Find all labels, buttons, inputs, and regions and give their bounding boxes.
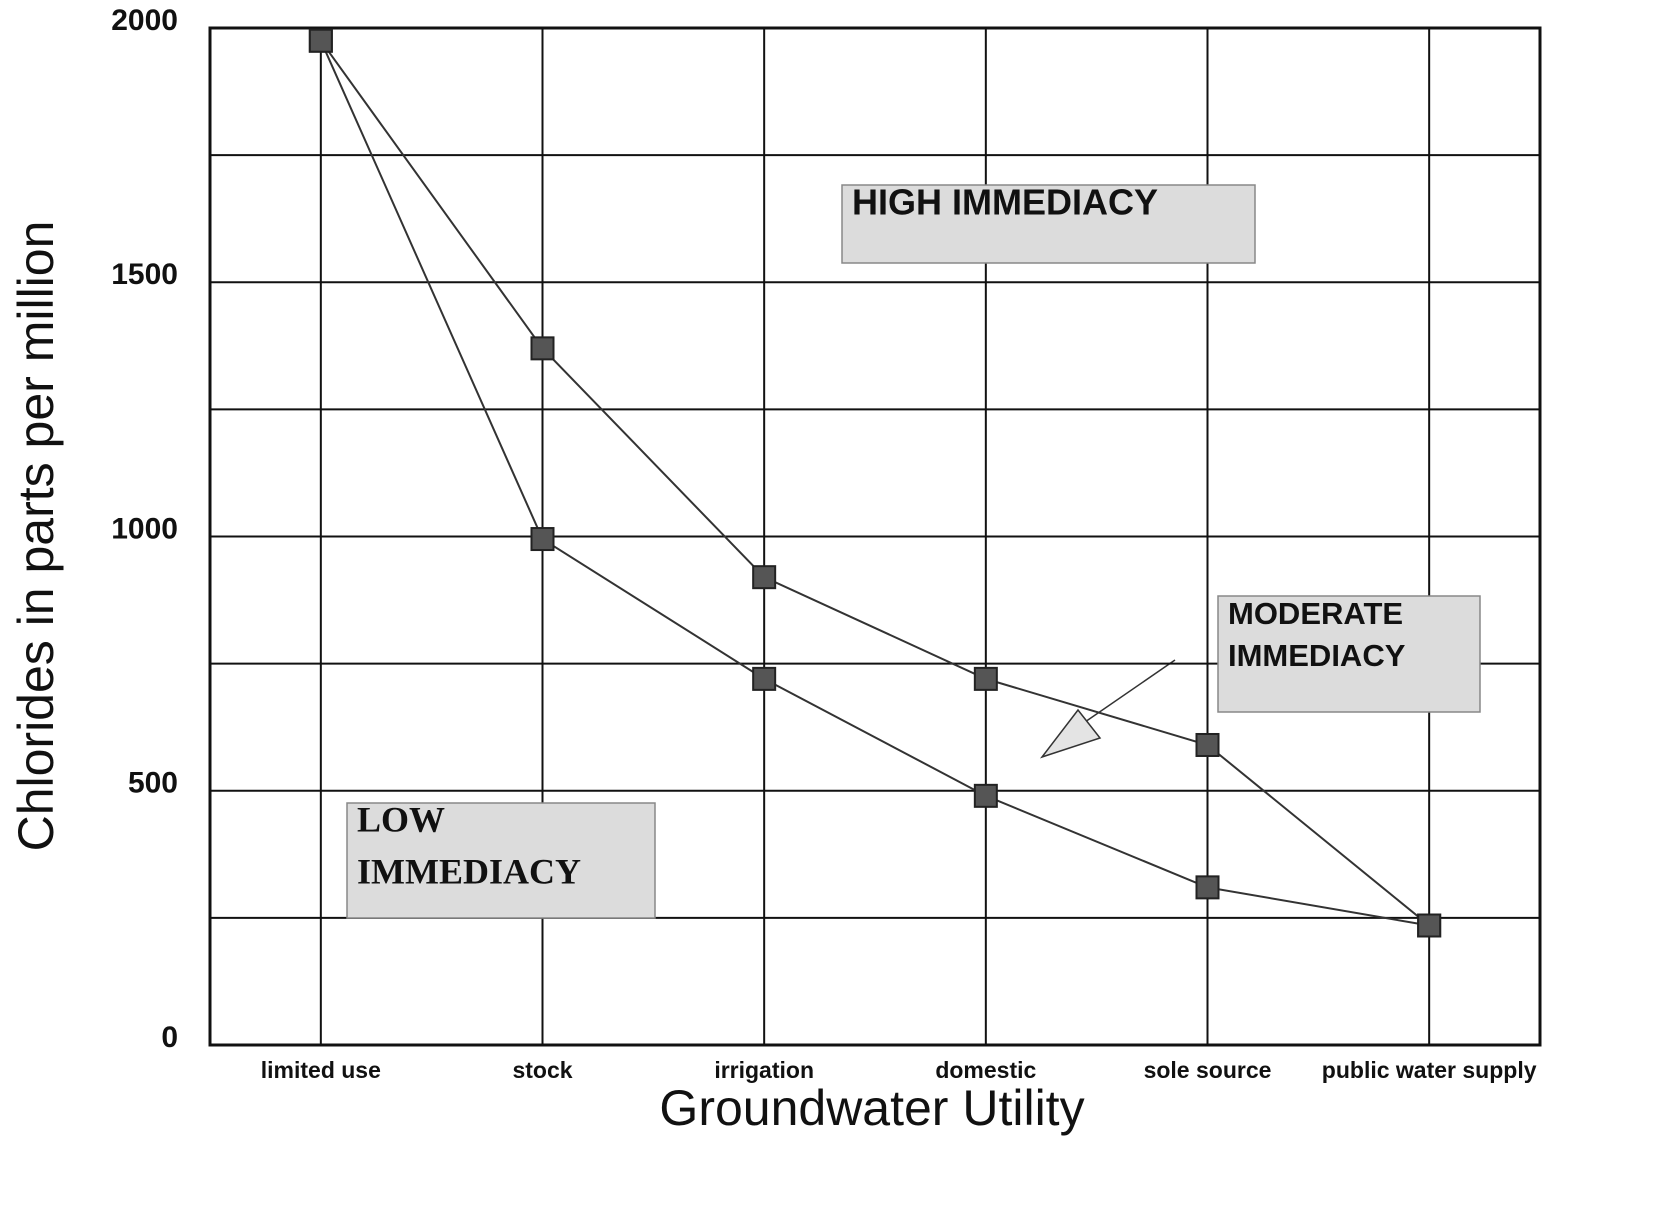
marker bbox=[530, 336, 555, 361]
series-line bbox=[319, 40, 1430, 927]
annotation: MODERATE IMMEDIACY bbox=[1217, 595, 1481, 713]
marker bbox=[1195, 875, 1220, 900]
marker bbox=[1417, 913, 1442, 938]
x-tick-label: irrigation bbox=[714, 1057, 814, 1083]
x-tick-label: sole source bbox=[1144, 1057, 1272, 1083]
annotation-text: HIGH IMMEDIACY bbox=[852, 182, 1158, 223]
annotation: LOW IMMEDIACY bbox=[346, 799, 656, 919]
series-line bbox=[320, 40, 1430, 927]
annotation-box bbox=[1217, 595, 1481, 713]
marker bbox=[973, 783, 998, 808]
annotation-text: MODERATE bbox=[1228, 596, 1403, 631]
annotation-text: LOW bbox=[357, 799, 445, 839]
annotation: HIGH IMMEDIACY bbox=[841, 182, 1256, 264]
y-tick-label: 500 bbox=[128, 767, 178, 800]
x-tick-label: public water supply bbox=[1322, 1057, 1537, 1083]
annotation-text: IMMEDIACY bbox=[1228, 638, 1406, 673]
y-axis-title: Chlorides in parts per million bbox=[8, 221, 64, 852]
y-tick-label: 0 bbox=[161, 1021, 178, 1054]
x-tick-label: stock bbox=[512, 1057, 572, 1083]
marker bbox=[308, 28, 333, 53]
x-tick-label: domestic bbox=[935, 1057, 1036, 1083]
x-tick-label: limited use bbox=[261, 1057, 381, 1083]
marker bbox=[1195, 732, 1220, 757]
arrow bbox=[1039, 659, 1176, 759]
arrow-head bbox=[1039, 708, 1102, 759]
y-tick-label: 2000 bbox=[111, 4, 178, 37]
marker bbox=[752, 565, 777, 590]
marker bbox=[530, 527, 555, 552]
marker bbox=[752, 666, 777, 691]
plot-frame bbox=[208, 26, 1542, 1047]
annotation-box bbox=[841, 184, 1256, 264]
arrow-line bbox=[1084, 659, 1176, 723]
annotation-text: IMMEDIACY bbox=[357, 851, 581, 891]
y-tick-label: 1000 bbox=[111, 512, 178, 545]
y-tick-label: 1500 bbox=[111, 258, 178, 291]
x-axis-title: Groundwater Utility bbox=[659, 1080, 1084, 1136]
marker bbox=[973, 666, 998, 691]
annotation-box bbox=[346, 802, 656, 919]
